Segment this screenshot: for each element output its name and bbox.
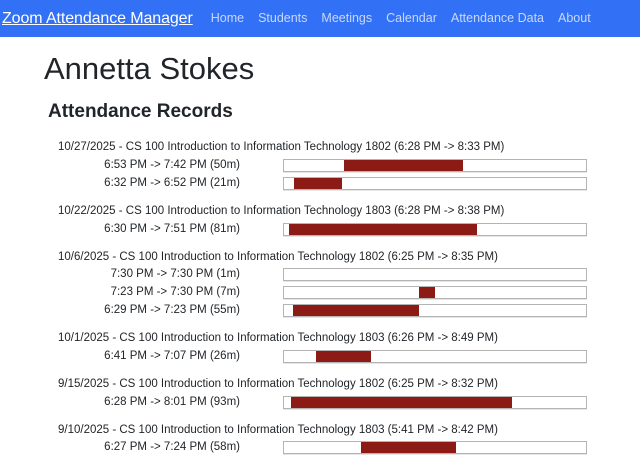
top-navbar: Zoom Attendance Manager Home Students Me… xyxy=(0,0,640,37)
session-row: 6:53 PM -> 7:42 PM (50m) xyxy=(0,157,640,174)
session-label: 6:30 PM -> 7:51 PM (81m) xyxy=(104,222,240,235)
session-row: 6:28 PM -> 8:01 PM (93m) xyxy=(0,394,640,411)
nav-link-home[interactable]: Home xyxy=(210,11,245,26)
nav-link-students[interactable]: Students xyxy=(258,11,308,26)
nav-link-meetings[interactable]: Meetings xyxy=(321,11,373,26)
meeting-block: 10/6/2025 - CS 100 Introduction to Infor… xyxy=(0,249,640,320)
nav-link-calendar[interactable]: Calendar xyxy=(386,11,437,26)
session-bar xyxy=(283,350,587,364)
session-bar-track xyxy=(283,350,587,364)
session-row: 6:41 PM -> 7:07 PM (26m) xyxy=(0,348,640,365)
meeting-header: 9/10/2025 - CS 100 Introduction to Infor… xyxy=(58,423,498,436)
session-row: 7:30 PM -> 7:30 PM (1m) xyxy=(0,266,640,283)
attendance-records-list: 10/27/2025 - CS 100 Introduction to Info… xyxy=(0,139,640,456)
session-bar-fill xyxy=(293,305,419,317)
session-row: 6:27 PM -> 7:24 PM (58m) xyxy=(0,439,640,456)
meeting-header: 9/15/2025 - CS 100 Introduction to Infor… xyxy=(58,378,498,391)
session-bar-fill xyxy=(344,160,463,172)
session-bar-track xyxy=(283,286,587,300)
session-bar-fill xyxy=(418,287,435,299)
session-bar xyxy=(283,441,587,455)
session-bar xyxy=(283,286,587,300)
session-label: 7:30 PM -> 7:30 PM (1m) xyxy=(110,268,240,281)
section-title: Attendance Records xyxy=(48,100,233,122)
session-label: 6:27 PM -> 7:24 PM (58m) xyxy=(104,441,240,454)
primary-navigation: Home Students Meetings Calendar Attendan… xyxy=(211,12,591,25)
session-bar-track xyxy=(283,304,587,318)
meeting-header: 10/1/2025 - CS 100 Introduction to Infor… xyxy=(58,332,498,345)
session-bar-fill xyxy=(315,351,371,363)
session-bar xyxy=(283,304,587,318)
session-bar xyxy=(283,177,587,191)
session-bar xyxy=(283,159,587,173)
session-bar xyxy=(283,222,587,236)
session-bar-fill xyxy=(293,178,342,190)
session-bar xyxy=(283,268,587,282)
page-content: Annetta Stokes Attendance Records 10/27/… xyxy=(0,51,640,456)
meeting-header: 10/6/2025 - CS 100 Introduction to Infor… xyxy=(58,250,498,263)
session-row: 6:29 PM -> 7:23 PM (55m) xyxy=(0,302,640,319)
brand-link[interactable]: Zoom Attendance Manager xyxy=(2,9,193,27)
session-label: 6:41 PM -> 7:07 PM (26m) xyxy=(104,349,240,362)
session-bar-track xyxy=(283,441,587,455)
meeting-block: 10/1/2025 - CS 100 Introduction to Infor… xyxy=(0,330,640,365)
session-bar-fill xyxy=(288,223,477,235)
session-bar xyxy=(283,395,587,409)
session-bar-fill xyxy=(360,442,456,454)
meeting-header: 10/22/2025 - CS 100 Introduction to Info… xyxy=(58,205,505,218)
session-bar-track xyxy=(283,159,587,173)
session-label: 6:29 PM -> 7:23 PM (55m) xyxy=(104,304,240,317)
session-row: 6:32 PM -> 6:52 PM (21m) xyxy=(0,175,640,192)
session-bar-track xyxy=(283,177,587,191)
meeting-block: 9/15/2025 - CS 100 Introduction to Infor… xyxy=(0,376,640,411)
meeting-block: 10/27/2025 - CS 100 Introduction to Info… xyxy=(0,139,640,192)
session-row: 7:23 PM -> 7:30 PM (7m) xyxy=(0,284,640,301)
nav-link-attendance-data[interactable]: Attendance Data xyxy=(450,11,544,26)
meeting-block: 10/22/2025 - CS 100 Introduction to Info… xyxy=(0,203,640,238)
session-label: 6:53 PM -> 7:42 PM (50m) xyxy=(104,158,240,171)
session-label: 7:23 PM -> 7:30 PM (7m) xyxy=(110,286,240,299)
page-title: Annetta Stokes xyxy=(44,51,255,86)
session-bar-track xyxy=(283,268,587,282)
session-row: 6:30 PM -> 7:51 PM (81m) xyxy=(0,221,640,238)
meeting-header: 10/27/2025 - CS 100 Introduction to Info… xyxy=(58,141,505,154)
nav-link-about[interactable]: About xyxy=(558,11,591,26)
meeting-block: 9/10/2025 - CS 100 Introduction to Infor… xyxy=(0,422,640,457)
session-label: 6:32 PM -> 6:52 PM (21m) xyxy=(104,176,240,189)
session-bar-fill xyxy=(291,396,513,408)
session-bar-track xyxy=(283,222,587,236)
session-label: 6:28 PM -> 8:01 PM (93m) xyxy=(104,395,240,408)
session-bar-track xyxy=(283,395,587,409)
